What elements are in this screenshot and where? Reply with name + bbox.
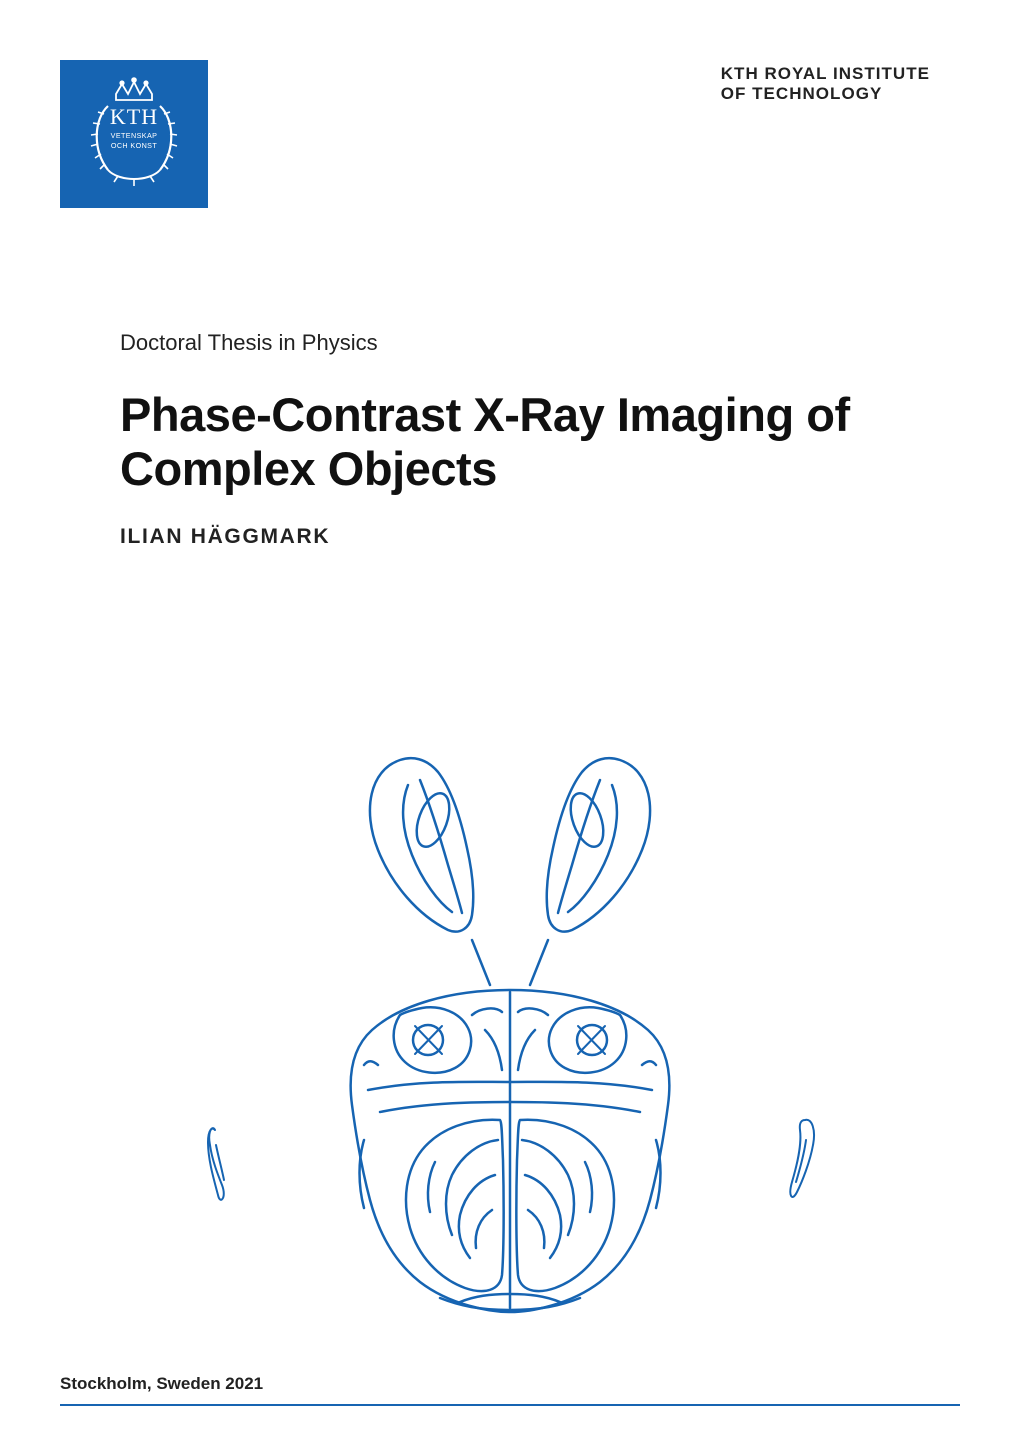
thesis-type: Doctoral Thesis in Physics [120, 330, 378, 356]
brain-section-icon [100, 730, 920, 1330]
title-line2: Complex Objects [120, 442, 930, 496]
logo-sub1: VETENSKAP [111, 131, 158, 140]
cover-figure [0, 720, 1020, 1340]
thesis-cover-page: KTH VETENSKAP OCH KONST KTH ROYAL INSTIT… [0, 0, 1020, 1442]
institute-name: KTH ROYAL INSTITUTE OF TECHNOLOGY [721, 64, 930, 105]
svg-text:KTH: KTH [110, 104, 158, 129]
thesis-title: Phase-Contrast X-Ray Imaging of Complex … [120, 388, 930, 496]
kth-crest-icon: KTH VETENSKAP OCH KONST [74, 74, 194, 194]
institute-line2: OF TECHNOLOGY [721, 84, 930, 104]
footer-rule [60, 1404, 960, 1406]
logo-sub2: OCH KONST [111, 141, 158, 150]
institute-line1: KTH ROYAL INSTITUTE [721, 64, 930, 84]
author-name: ILIAN HÄGGMARK [120, 525, 330, 549]
title-line1: Phase-Contrast X-Ray Imaging of [120, 388, 930, 442]
footer-location-year: Stockholm, Sweden 2021 [60, 1374, 263, 1394]
kth-logo: KTH VETENSKAP OCH KONST [60, 60, 208, 208]
